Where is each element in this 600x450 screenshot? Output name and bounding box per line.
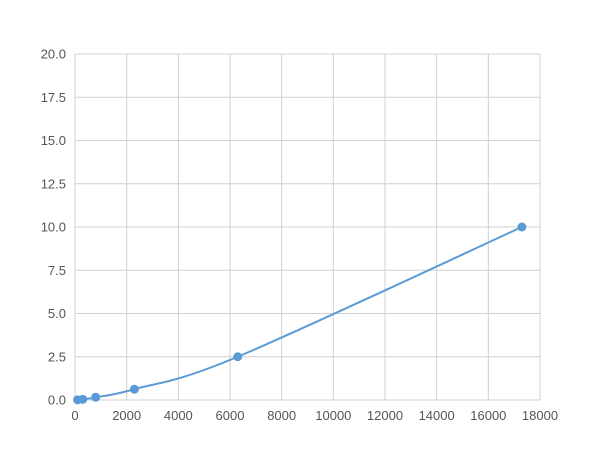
x-tick-label: 18000 <box>522 408 558 423</box>
x-tick-label: 8000 <box>267 408 296 423</box>
y-tick-label: 10.0 <box>41 220 66 235</box>
x-tick-label: 12000 <box>367 408 403 423</box>
y-tick-label: 12.5 <box>41 176 66 191</box>
series-points <box>73 222 527 405</box>
x-tick-label: 2000 <box>112 408 141 423</box>
grid <box>74 53 541 401</box>
x-tick-label: 16000 <box>470 408 506 423</box>
data-point <box>129 384 139 394</box>
y-tick-label: 2.5 <box>48 349 66 364</box>
x-tick-label: 0 <box>71 408 78 423</box>
tick-labels: 0 2000 4000 6000 8000 10000 12000 14000 16000 180… <box>41 47 558 424</box>
x-tick-label: 6000 <box>216 408 245 423</box>
y-tick-label: 5.0 <box>48 306 66 321</box>
x-tick-label: 10000 <box>315 408 351 423</box>
x-tick-label: 4000 <box>164 408 193 423</box>
y-tick-label: 20.0 <box>41 47 66 62</box>
x-tick-label: 14000 <box>419 408 455 423</box>
data-point <box>91 392 101 402</box>
y-tick-label: 15.0 <box>41 133 66 148</box>
data-point <box>78 394 88 404</box>
data-point <box>517 222 527 232</box>
data-point <box>233 352 243 362</box>
y-tick-label: 17.5 <box>41 90 66 105</box>
y-tick-label: 0.0 <box>48 393 66 408</box>
y-tick-label: 7.5 <box>48 263 66 278</box>
